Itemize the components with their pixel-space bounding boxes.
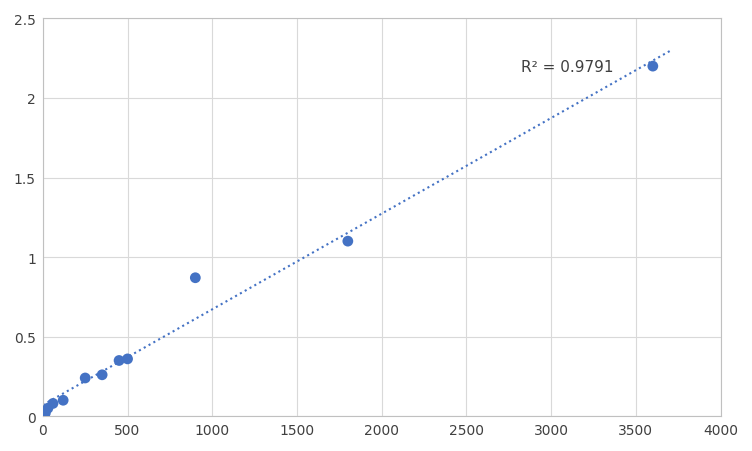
Point: [190, 275, 202, 282]
Point: [57, 397, 69, 404]
Point: [79, 374, 91, 382]
Point: [122, 355, 134, 363]
Point: [647, 64, 659, 71]
Text: R² = 0.9791: R² = 0.9791: [520, 60, 613, 75]
Point: [96, 371, 108, 378]
Point: [342, 238, 354, 245]
Point: [47, 400, 59, 407]
Point: [42, 405, 54, 412]
Point: [113, 357, 125, 364]
Point: [39, 410, 51, 417]
